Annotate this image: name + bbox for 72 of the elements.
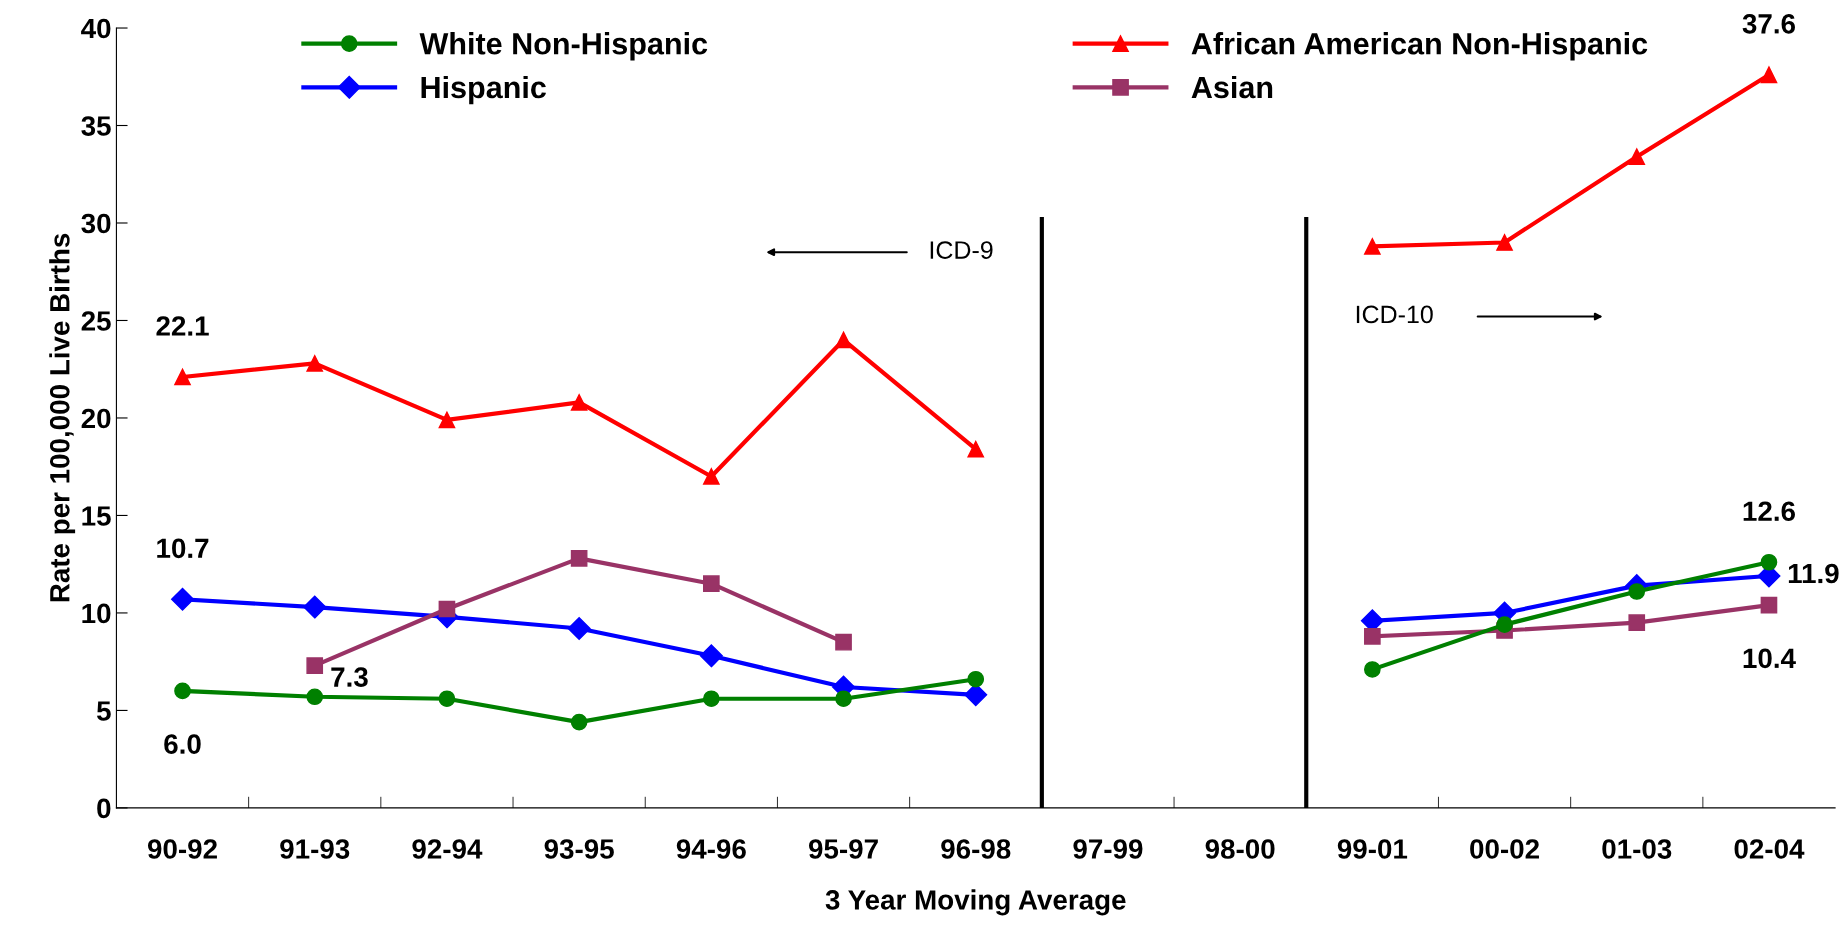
data-label: 11.9 [1788,563,1839,584]
x-tick-label: 96-98 [941,839,1011,859]
point [703,690,720,708]
y-tick-label: 0 [97,798,111,819]
data-label: 7.3 [331,667,368,687]
y-axis-title: Rate per 100,000 Live Births [49,233,76,602]
x-tick-label: 91-93 [280,839,350,859]
point [703,575,720,593]
y-tick-label: 15 [82,506,111,526]
y-tick-label: 35 [81,116,111,136]
x-tick-label: 02-04 [1734,839,1805,859]
point [1364,661,1381,678]
point [570,713,588,731]
point [967,440,985,458]
point [699,644,723,668]
data-label: 10.4 [1743,648,1796,669]
point [967,670,985,688]
point [1628,614,1646,632]
point [438,690,456,708]
point [1496,616,1513,633]
x-tick-label: 95-97 [808,839,878,859]
x-tick-label: 94-96 [676,839,746,859]
point [703,468,720,485]
x-tick-label: 92-94 [412,839,483,859]
point [1760,553,1778,571]
point [306,657,324,674]
data-label: 12.6 [1743,501,1795,522]
y-tick-label: 5 [96,701,111,721]
x-tick-label: 99-01 [1337,839,1408,859]
point [835,633,852,651]
annotation: ICD-9 [930,241,993,259]
y-tick-label: 25 [81,311,111,331]
y-tick-label: 40 [81,18,111,39]
point [303,595,327,619]
point [438,600,456,618]
legend-label: African American Non-Hispanic [1191,32,1648,61]
y-tick-label: 20 [81,408,111,429]
point [567,617,591,641]
point [1364,628,1381,645]
data-label: 10.7 [157,538,209,559]
data-label: 22.1 [156,316,209,336]
point [1628,583,1646,600]
x-tick-label: 90-92 [147,839,217,859]
point [835,331,852,349]
point [1760,596,1778,614]
point [174,368,191,386]
data-label: 6.0 [164,734,201,754]
y-tick-label: 10 [82,603,111,624]
legend-label: White Non-Hispanic [419,32,708,61]
y-tick-label: 30 [81,213,111,234]
point [570,550,588,567]
x-tick-label: 93-95 [544,839,614,859]
point [835,690,852,708]
x-tick-label: 01-03 [1602,839,1672,859]
x-tick-label: 98-00 [1205,839,1275,859]
point [1364,238,1381,255]
x-tick-label: 97-99 [1073,839,1143,859]
data-label: 37.6 [1742,13,1795,34]
point [171,587,195,611]
point [438,411,456,429]
legend-label: Asian [1191,75,1273,99]
annotation: ICD-10 [1356,305,1433,324]
x-tick-label: 00-02 [1470,839,1539,859]
point [570,394,588,411]
point [306,688,324,706]
legend-label: Hispanic [421,75,546,105]
point [1760,66,1778,84]
point [174,682,191,700]
point [1628,148,1646,166]
x-axis-title: 3 Year Moving Average [825,889,1126,916]
point [306,355,324,372]
point [1496,234,1513,251]
